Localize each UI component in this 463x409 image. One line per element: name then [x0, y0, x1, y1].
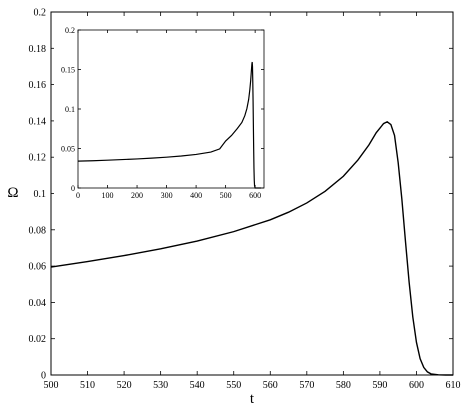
main-y-tick-label: 0.12	[29, 153, 47, 164]
main-x-tick-label: 510	[80, 380, 95, 391]
main-x-tick-label: 570	[299, 380, 314, 391]
main-y-tick-label: 0.04	[29, 298, 47, 309]
inset-x-tick-label: 600	[249, 191, 261, 200]
main-x-tick-label: 580	[336, 380, 351, 391]
inset-plot: 0 100 200 300 400 500 600 0 0.05 0.1 0.15 0.2	[54, 24, 268, 204]
main-x-axis-label: t	[250, 391, 255, 407]
main-y-tick-label: 0.1	[34, 189, 47, 200]
inset-x-tick-label: 500	[220, 191, 232, 200]
main-x-tick-label: 520	[117, 380, 132, 391]
inset-background	[54, 24, 268, 204]
main-x-tick-label: 500	[44, 380, 59, 391]
inset-tick-labels: 0 100 200 300 400 500 600 0 0.05 0.1 0.15 0.2	[61, 26, 261, 200]
main-y-axis-label: Ω	[7, 185, 18, 201]
main-plot: 500 510 520 530 540 550 560 570 580 590 600 610 0 0.0…	[7, 8, 460, 408]
main-y-tick-label: 0.02	[29, 334, 47, 345]
main-y-tick-label: 0.08	[29, 225, 47, 236]
main-y-tick-label: 0.16	[29, 80, 47, 91]
inset-y-tick-label: 0.2	[65, 26, 75, 35]
main-x-tick-label: 550	[226, 380, 241, 391]
main-tick-labels: 500 510 520 530 540 550 560 570 580 590 600 610 0 0.0…	[29, 8, 461, 392]
main-y-tick-label: 0.18	[29, 44, 47, 55]
main-ticks	[50, 11, 454, 376]
main-x-tick-label: 560	[263, 380, 278, 391]
inset-y-tick-label: 0	[71, 184, 75, 193]
main-y-tick-label: 0.2	[34, 8, 47, 19]
inset-x-tick-label: 0	[76, 191, 80, 200]
main-x-tick-label: 590	[372, 380, 387, 391]
inset-y-tick-label: 0.05	[61, 145, 75, 154]
main-y-tick-label: 0	[41, 371, 46, 382]
main-x-tick-label: 540	[190, 380, 205, 391]
main-x-tick-label: 610	[446, 380, 461, 391]
inset-x-tick-label: 300	[161, 191, 173, 200]
main-x-tick-label: 530	[153, 380, 168, 391]
main-series-line	[50, 120, 453, 376]
inset-x-tick-label: 400	[190, 191, 202, 200]
inset-y-tick-label: 0.15	[61, 66, 75, 75]
inset-x-tick-label: 100	[102, 191, 114, 200]
main-y-tick-label: 0.06	[29, 262, 47, 273]
inset-y-tick-label: 0.1	[65, 105, 75, 114]
main-y-tick-label: 0.14	[29, 116, 47, 127]
inset-series-line	[77, 61, 262, 189]
main-x-tick-label: 600	[409, 380, 424, 391]
inset-x-tick-label: 200	[131, 191, 143, 200]
